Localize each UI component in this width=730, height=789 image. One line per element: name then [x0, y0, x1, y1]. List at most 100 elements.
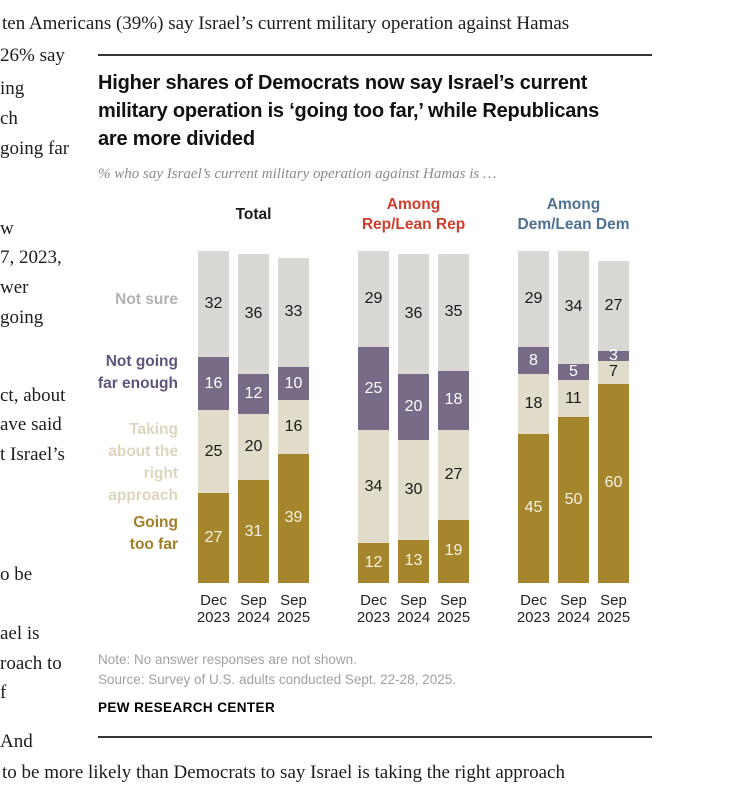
category-label-not-sure: Not sure	[115, 291, 178, 308]
value-label-going-too-far-among-dem-lean-dem-sep-2025: 60	[604, 474, 623, 492]
bar-segment-not-sure-total-dec-2023	[198, 251, 229, 358]
value-label-right-approach-among-rep-lean-rep-dec-2023: 34	[364, 477, 383, 495]
figure-title-line-2: military operation is ‘going too far,’ w…	[98, 100, 600, 122]
bar-segment-right-approach-among-dem-lean-dem-sep-2025	[598, 360, 629, 384]
article-text-fragment: ing	[0, 78, 25, 99]
value-label-going-too-far-among-dem-lean-dem-sep-2024: 50	[564, 491, 583, 508]
bar-segment-going-too-far-among-dem-lean-dem-sep-2025	[598, 383, 629, 583]
bar-segment-not-going-far-enough-among-rep-lean-rep-sep-2024	[398, 373, 429, 441]
value-label-not-sure-among-rep-lean-rep-sep-2024: 36	[404, 305, 423, 323]
bar-segment-not-going-far-enough-among-rep-lean-rep-sep-2025	[438, 370, 469, 431]
bar-segment-not-sure-among-dem-lean-dem-sep-2025	[598, 260, 629, 351]
value-label-not-going-far-enough-among-dem-lean-dem-sep-2025: 3	[609, 346, 618, 364]
article-text-fragment: o be	[0, 564, 33, 585]
group-header-among-rep-lean-rep: Among Rep/Lean Rep	[361, 196, 466, 233]
bar-segment-right-approach-among-rep-lean-rep-sep-2025	[438, 430, 469, 520]
article-text-fragment: And	[0, 731, 33, 752]
bar-segment-going-too-far-total-dec-2023	[198, 493, 229, 583]
value-label-not-sure-among-rep-lean-rep-sep-2025: 35	[444, 303, 463, 321]
value-label-not-sure-total-sep-2024: 36	[244, 305, 263, 323]
bar-segment-going-too-far-among-rep-lean-rep-sep-2024	[398, 539, 429, 583]
value-label-going-too-far-among-dem-lean-dem-dec-2023: 45	[524, 499, 543, 517]
article-text-fragment: f	[0, 682, 7, 703]
bar-segment-right-approach-total-sep-2025	[278, 400, 309, 454]
value-label-not-sure-among-dem-lean-dem-sep-2024: 34	[564, 298, 583, 316]
article-text-fragment: w	[0, 218, 14, 239]
value-label-not-going-far-enough-total-sep-2024: 12	[244, 384, 263, 402]
x-axis-label-sep-2024: Sep 2024	[396, 592, 431, 626]
x-axis-label-sep-2025: Sep 2025	[436, 592, 471, 626]
value-label-not-going-far-enough-among-rep-lean-rep-sep-2025: 18	[444, 391, 463, 409]
bar-segment-right-approach-total-sep-2024	[238, 413, 269, 481]
value-label-right-approach-among-rep-lean-rep-sep-2025: 27	[444, 466, 463, 484]
value-label-not-going-far-enough-among-rep-lean-rep-dec-2023: 25	[364, 379, 383, 397]
bar-segment-right-approach-among-dem-lean-dem-dec-2023	[518, 373, 549, 434]
article-text-fragment: 7, 2023,	[0, 247, 62, 268]
x-axis-label-sep-2025: Sep 2025	[596, 592, 631, 626]
value-label-not-going-far-enough-among-dem-lean-dem-sep-2024: 5	[569, 363, 578, 381]
article-text-fragment: t Israel’s	[0, 444, 65, 465]
figure-source: Source: Survey of U.S. adults conducted …	[98, 672, 456, 687]
bar-segment-not-sure-among-dem-lean-dem-sep-2024	[558, 251, 589, 364]
bar-segment-going-too-far-among-rep-lean-rep-sep-2025	[438, 519, 469, 583]
article-text-fragment: going	[0, 307, 44, 328]
bar-segment-going-too-far-among-rep-lean-rep-dec-2023	[358, 543, 389, 583]
x-axis-label-dec-2023: Dec 2023	[196, 592, 231, 626]
article-text-fragment: ct, about	[0, 385, 66, 406]
value-label-right-approach-among-dem-lean-dem-dec-2023: 18	[524, 394, 543, 412]
value-label-not-going-far-enough-among-dem-lean-dem-dec-2023: 8	[529, 351, 538, 369]
figure-brand: PEW RESEARCH CENTER	[98, 700, 276, 715]
bar-segment-not-sure-total-sep-2024	[238, 254, 269, 374]
bar-segment-not-sure-total-sep-2025	[278, 257, 309, 368]
article-text-top-line: ten Americans (39%) say Israel’s current…	[2, 13, 570, 34]
category-label-going-too-far: Going too far	[129, 514, 178, 553]
value-label-right-approach-total-sep-2024: 20	[244, 437, 263, 455]
value-label-not-sure-among-dem-lean-dem-sep-2025: 27	[604, 296, 623, 314]
bar-segment-right-approach-among-rep-lean-rep-dec-2023	[358, 430, 389, 544]
bar-segment-not-going-far-enough-among-dem-lean-dem-sep-2024	[558, 363, 589, 381]
article-text-fragment: roach to	[0, 653, 62, 674]
value-label-right-approach-among-dem-lean-dem-sep-2025: 7	[609, 363, 618, 381]
x-axis-label-sep-2025: Sep 2025	[276, 592, 311, 626]
bar-segment-not-sure-among-dem-lean-dem-dec-2023	[518, 251, 549, 348]
x-axis-label-sep-2024: Sep 2024	[556, 592, 591, 626]
bar-segment-not-sure-among-rep-lean-rep-sep-2025	[438, 254, 469, 371]
value-label-going-too-far-total-dec-2023: 27	[204, 529, 223, 547]
article-text-fragment: ch	[0, 108, 18, 129]
bar-segment-going-too-far-total-sep-2024	[238, 480, 269, 583]
bar-segment-not-going-far-enough-total-sep-2025	[278, 367, 309, 401]
article-text-bottom-line: to be more likely than Democrats to say …	[2, 762, 565, 783]
bar-segment-not-going-far-enough-among-rep-lean-rep-dec-2023	[358, 347, 389, 431]
x-axis-label-dec-2023: Dec 2023	[516, 592, 551, 626]
article-text-fragment: ael is	[0, 623, 40, 644]
figure-title-line-3: are more divided	[98, 128, 255, 150]
figure-bottom-rule	[98, 736, 652, 738]
bar-segment-not-going-far-enough-among-dem-lean-dem-dec-2023	[518, 347, 549, 374]
value-label-going-too-far-among-rep-lean-rep-dec-2023: 12	[364, 554, 383, 572]
group-header-total: Total	[235, 206, 272, 223]
value-label-right-approach-total-sep-2025: 16	[284, 417, 303, 435]
bar-segment-going-too-far-among-dem-lean-dem-sep-2024	[558, 417, 589, 583]
x-axis-label-sep-2024: Sep 2024	[236, 592, 271, 626]
value-label-not-sure-total-sep-2025: 33	[284, 303, 303, 321]
figure-subtitle: % who say Israel’s current military oper…	[98, 166, 497, 182]
value-label-not-sure-total-dec-2023: 32	[204, 295, 223, 313]
category-label-right-approach: Taking about the right approach	[108, 421, 178, 504]
bar-segment-not-going-far-enough-total-sep-2024	[238, 373, 269, 414]
value-label-not-sure-among-dem-lean-dem-dec-2023: 29	[524, 290, 543, 308]
value-label-going-too-far-total-sep-2024: 31	[244, 522, 263, 540]
bar-segment-right-approach-among-dem-lean-dem-sep-2024	[558, 380, 589, 417]
bar-segment-right-approach-among-rep-lean-rep-sep-2024	[398, 440, 429, 540]
x-axis-label-dec-2023: Dec 2023	[356, 592, 391, 626]
article-text-fragment: ave said	[0, 414, 62, 435]
value-label-not-going-far-enough-among-rep-lean-rep-sep-2024: 20	[404, 398, 423, 416]
bar-segment-not-going-far-enough-total-dec-2023	[198, 357, 229, 411]
figure-note: Note: No answer responses are not shown.	[98, 652, 357, 667]
value-label-right-approach-among-rep-lean-rep-sep-2024: 30	[404, 481, 423, 499]
value-label-not-going-far-enough-total-dec-2023: 16	[204, 374, 223, 392]
group-header-among-dem-lean-dem: Among Dem/Lean Dem	[517, 196, 630, 233]
figure-title-line-1: Higher shares of Democrats now say Israe…	[98, 72, 588, 94]
value-label-right-approach-total-dec-2023: 25	[204, 442, 223, 460]
article-text-fragment: going far	[0, 138, 70, 159]
